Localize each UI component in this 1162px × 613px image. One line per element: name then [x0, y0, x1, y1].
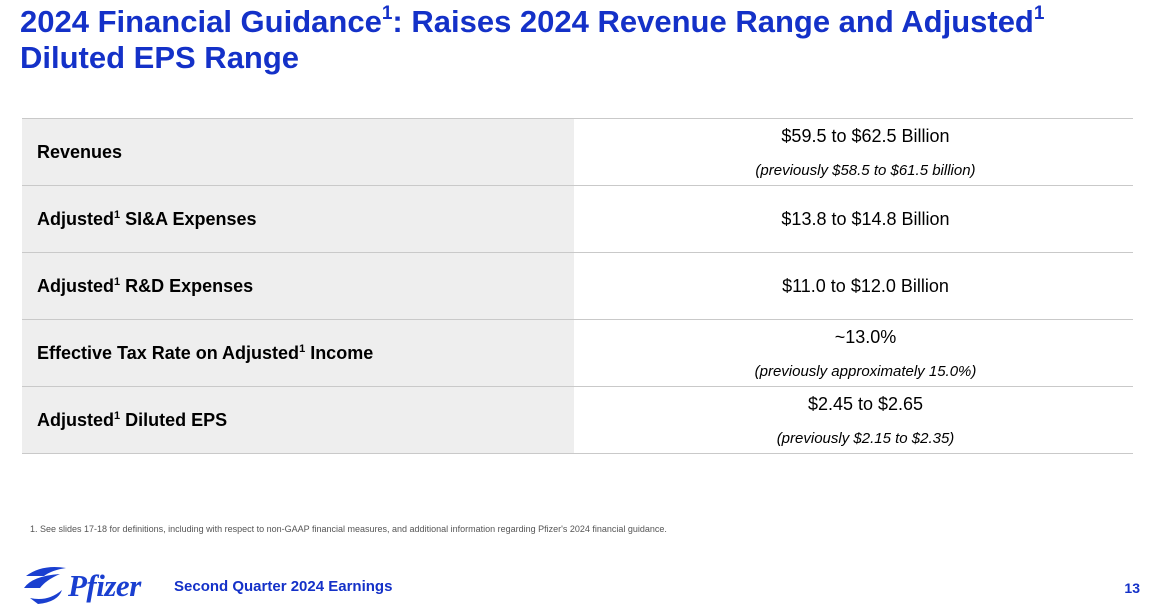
pfizer-logo-text: Pfizer — [68, 568, 141, 603]
footer-caption: Second Quarter 2024 Earnings — [174, 578, 393, 595]
slide-title: 2024 Financial Guidance1: Raises 2024 Re… — [20, 3, 1045, 75]
row-label: Adjusted1 R&D Expenses — [22, 252, 574, 320]
table-row: Revenues $59.5 to $62.5 Billion (previou… — [22, 118, 1133, 186]
row-value: ~13.0% — [834, 326, 897, 347]
table-row: Adjusted1 R&D Expenses $11.0 to $12.0 Bi… — [22, 252, 1133, 320]
page-number: 13 — [1124, 580, 1140, 596]
row-value: $13.8 to $14.8 Billion — [781, 208, 950, 229]
row-label: Revenues — [22, 118, 574, 186]
row-value: $11.0 to $12.0 Billion — [782, 275, 949, 296]
row-value-cell: $13.8 to $14.8 Billion — [574, 186, 1133, 253]
row-label: Adjusted1 SI&A Expenses — [22, 185, 574, 253]
row-value-cell: ~13.0% (previously approximately 15.0%) — [574, 320, 1133, 387]
table-row: Adjusted1 Diluted EPS $2.45 to $2.65 (pr… — [22, 386, 1133, 454]
table-row: Adjusted1 SI&A Expenses $13.8 to $14.8 B… — [22, 185, 1133, 253]
table-row: Effective Tax Rate on Adjusted1 Income ~… — [22, 319, 1133, 387]
row-value-cell: $11.0 to $12.0 Billion — [574, 253, 1133, 320]
row-value-cell: $59.5 to $62.5 Billion (previously $58.5… — [574, 119, 1133, 186]
row-label: Adjusted1 Diluted EPS — [22, 386, 574, 454]
guidance-table: Revenues $59.5 to $62.5 Billion (previou… — [22, 118, 1133, 454]
pfizer-logo-icon — [24, 567, 66, 604]
row-previous-note: (previously approximately 15.0%) — [754, 362, 977, 380]
row-previous-note: (previously $2.15 to $2.35) — [776, 429, 955, 447]
row-previous-note: (previously $58.5 to $61.5 billion) — [755, 161, 976, 179]
row-value: $59.5 to $62.5 Billion — [781, 125, 950, 146]
footnote: 1. See slides 17-18 for definitions, inc… — [30, 524, 667, 534]
row-value: $2.45 to $2.65 — [807, 393, 924, 414]
row-value-cell: $2.45 to $2.65 (previously $2.15 to $2.3… — [574, 387, 1133, 454]
row-label: Effective Tax Rate on Adjusted1 Income — [22, 319, 574, 387]
